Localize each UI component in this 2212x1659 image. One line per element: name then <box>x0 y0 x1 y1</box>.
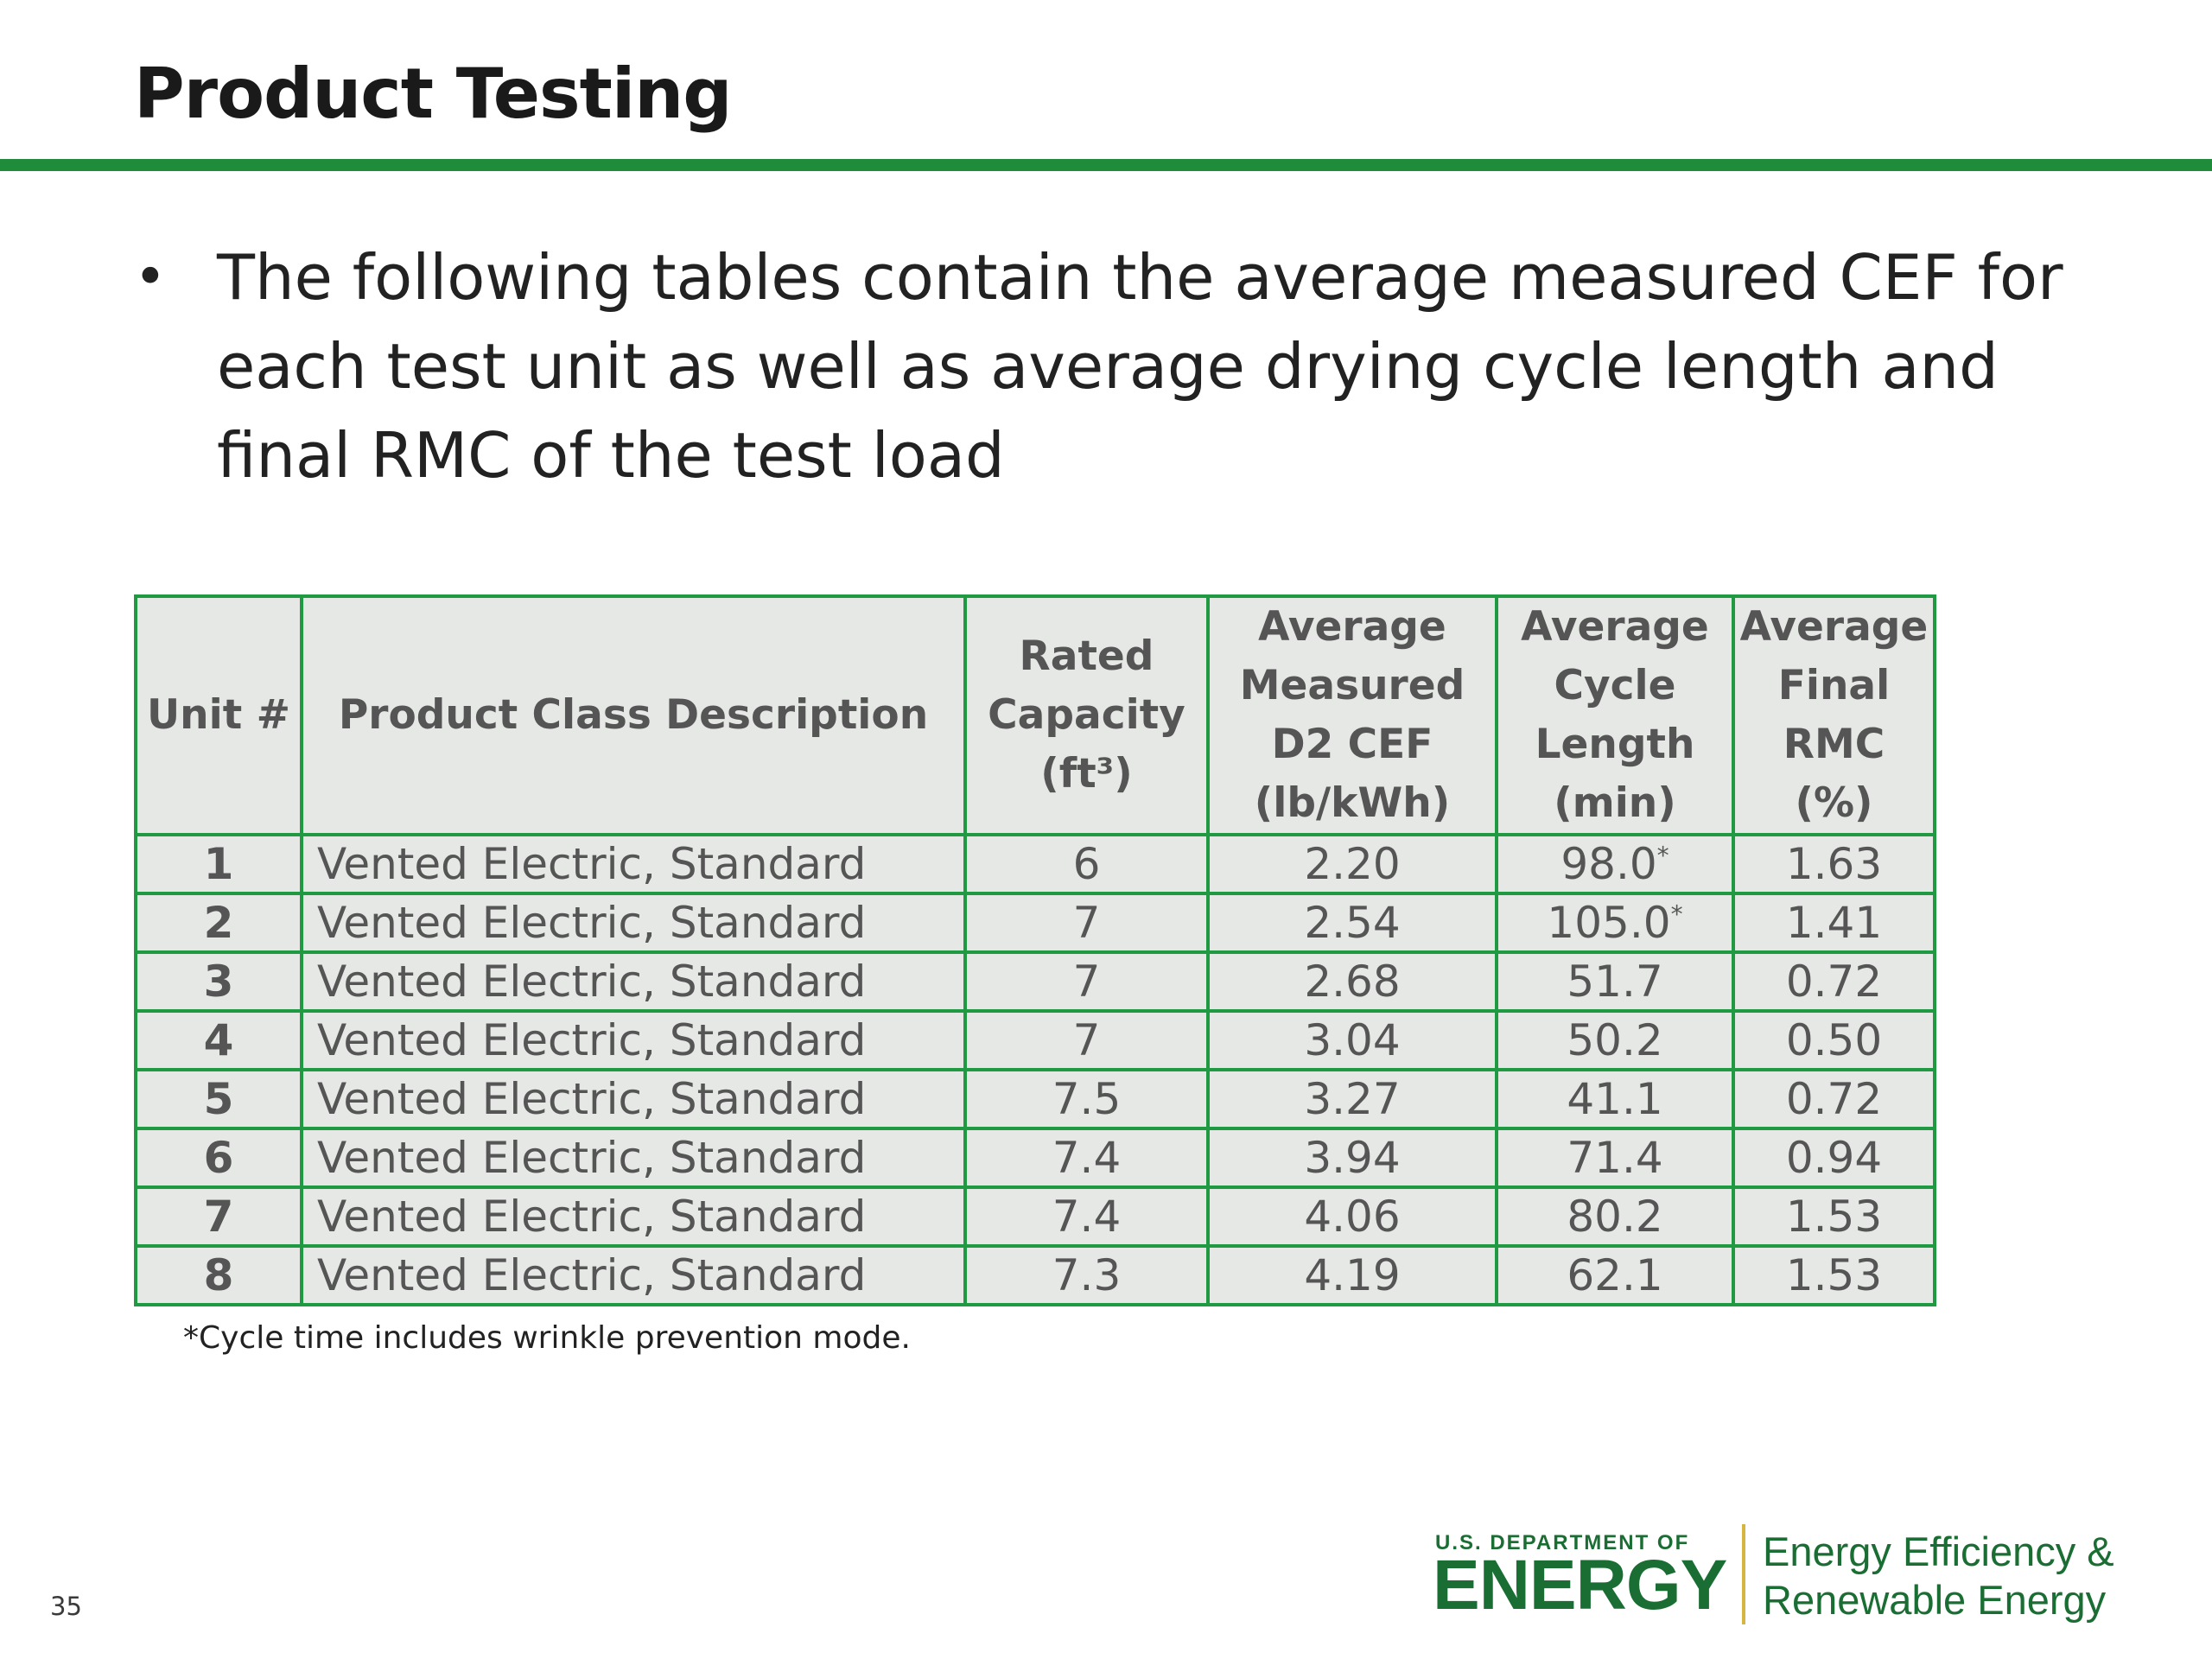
cell-description: Vented Electric, Standard <box>300 892 967 954</box>
cell-capacity: 7 <box>963 1009 1210 1071</box>
table-row: 6 Vented Electric, Standard 7.4 3.94 71.… <box>134 1127 1936 1189</box>
cell-cef: 3.04 <box>1206 1009 1498 1071</box>
cell-rmc: 1.41 <box>1732 892 1936 954</box>
cell-cycle-length: 50.2 <box>1495 1009 1735 1071</box>
cell-unit: 3 <box>134 950 303 1013</box>
logo-office-line2: Renewable Energy <box>1763 1577 2107 1623</box>
cell-description: Vented Electric, Standard <box>300 950 967 1013</box>
cell-unit: 4 <box>134 1009 303 1071</box>
table-footnote: *Cycle time includes wrinkle prevention … <box>183 1320 911 1356</box>
header-cycle-length: Average Cycle Length (min) <box>1495 594 1735 836</box>
cell-cef: 4.19 <box>1206 1244 1498 1306</box>
header-capacity: Rated Capacity (ft³) <box>963 594 1210 836</box>
cell-cycle-length: 98.0* <box>1495 833 1735 895</box>
cell-cycle-length: 51.7 <box>1495 950 1735 1013</box>
page-number: 35 <box>50 1592 82 1621</box>
header-cef: Average Measured D2 CEF (lb/kWh) <box>1206 594 1498 836</box>
table-row: 8 Vented Electric, Standard 7.3 4.19 62.… <box>134 1244 1936 1306</box>
cell-rmc: 0.72 <box>1732 950 1936 1013</box>
table-row: 7 Vented Electric, Standard 7.4 4.06 80.… <box>134 1185 1936 1248</box>
table-row: 2 Vented Electric, Standard 7 2.54 105.0… <box>134 892 1936 954</box>
cell-description: Vented Electric, Standard <box>300 1068 967 1130</box>
cell-unit: 6 <box>134 1127 303 1189</box>
cell-unit: 1 <box>134 833 303 895</box>
table-row: 4 Vented Electric, Standard 7 3.04 50.2 … <box>134 1009 1936 1071</box>
cell-cycle-length: 41.1 <box>1495 1068 1735 1130</box>
logo-office-line1: Energy Efficiency & <box>1763 1529 2114 1574</box>
logo-agency-name: ENERGY <box>1433 1546 1727 1624</box>
title-underline <box>0 159 2212 171</box>
cell-cycle-length: 105.0* <box>1495 892 1735 954</box>
test-results-table: Unit # Product Class Description Rated C… <box>134 594 1936 1306</box>
cell-description: Vented Electric, Standard <box>300 833 967 895</box>
cell-unit: 7 <box>134 1185 303 1248</box>
cell-capacity: 7.4 <box>963 1185 1210 1248</box>
cell-cef: 2.20 <box>1206 833 1498 895</box>
cell-rmc: 0.94 <box>1732 1127 1936 1189</box>
cell-rmc: 0.50 <box>1732 1009 1936 1071</box>
cell-cef: 3.94 <box>1206 1127 1498 1189</box>
cell-cef: 2.68 <box>1206 950 1498 1013</box>
bullet-list: • The following tables contain the avera… <box>134 233 2087 500</box>
doe-eere-logo: U.S. DEPARTMENT OF ENERGY Energy Efficie… <box>1433 1521 2114 1624</box>
table-row: 3 Vented Electric, Standard 7 2.68 51.7 … <box>134 950 1936 1013</box>
cell-capacity: 6 <box>963 833 1210 895</box>
header-unit: Unit # <box>134 594 303 836</box>
cell-description: Vented Electric, Standard <box>300 1127 967 1189</box>
cell-description: Vented Electric, Standard <box>300 1185 967 1248</box>
bullet-text: The following tables contain the average… <box>217 241 2063 492</box>
cell-cef: 2.54 <box>1206 892 1498 954</box>
bullet-icon: • <box>134 245 167 309</box>
footnote-marker: * <box>1670 899 1683 929</box>
cell-rmc: 0.72 <box>1732 1068 1936 1130</box>
cell-rmc: 1.53 <box>1732 1185 1936 1248</box>
header-rmc: Average Final RMC (%) <box>1732 594 1936 836</box>
header-description: Product Class Description <box>300 594 967 836</box>
cell-cycle-length: 80.2 <box>1495 1185 1735 1248</box>
cell-unit: 5 <box>134 1068 303 1130</box>
cell-rmc: 1.53 <box>1732 1244 1936 1306</box>
cell-cef: 4.06 <box>1206 1185 1498 1248</box>
cell-unit: 8 <box>134 1244 303 1306</box>
slide-title: Product Testing <box>134 54 732 134</box>
cell-description: Vented Electric, Standard <box>300 1244 967 1306</box>
logo-divider <box>1742 1524 1745 1624</box>
cell-capacity: 7 <box>963 892 1210 954</box>
logo-agency-line: U.S. DEPARTMENT OF <box>1435 1531 1690 1554</box>
cell-capacity: 7.5 <box>963 1068 1210 1130</box>
cell-rmc: 1.63 <box>1732 833 1936 895</box>
cell-capacity: 7 <box>963 950 1210 1013</box>
cell-description: Vented Electric, Standard <box>300 1009 967 1071</box>
cell-capacity: 7.3 <box>963 1244 1210 1306</box>
cell-unit: 2 <box>134 892 303 954</box>
footnote-marker: * <box>1656 841 1669 870</box>
table-row: 5 Vented Electric, Standard 7.5 3.27 41.… <box>134 1068 1936 1130</box>
table-header-row: Unit # Product Class Description Rated C… <box>134 594 1936 836</box>
cell-cycle-length: 62.1 <box>1495 1244 1735 1306</box>
bullet-item: • The following tables contain the avera… <box>134 233 2087 500</box>
cell-cef: 3.27 <box>1206 1068 1498 1130</box>
cell-cycle-length: 71.4 <box>1495 1127 1735 1189</box>
cell-capacity: 7.4 <box>963 1127 1210 1189</box>
table-row: 1 Vented Electric, Standard 6 2.20 98.0*… <box>134 833 1936 895</box>
